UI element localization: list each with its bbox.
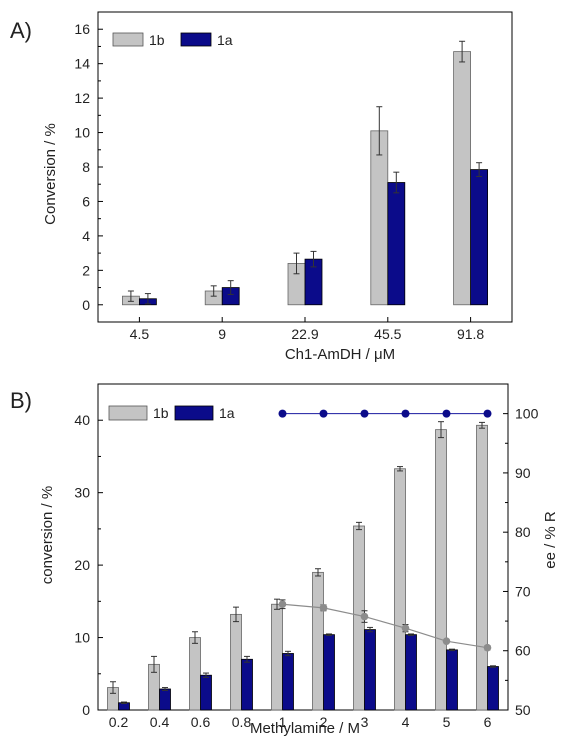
bar-1b-45.5 xyxy=(370,130,389,306)
x-tick-label: 0.4 xyxy=(150,714,170,730)
panel-b-y2-axis-label: ee / % R xyxy=(542,511,559,569)
bar-1a-3 xyxy=(364,629,376,711)
panel-a-legend: 1b 1a xyxy=(112,32,233,48)
panel-b-y2-ticks: 50 60 70 80 90 100 xyxy=(503,406,539,718)
bar-1a-1 xyxy=(282,653,294,711)
bar-1b-2 xyxy=(312,571,324,711)
y-tick-label: 10 xyxy=(74,630,90,646)
y-tick-label: 40 xyxy=(74,412,90,428)
y2-tick-label: 70 xyxy=(515,583,531,599)
ee-point-4 xyxy=(401,409,410,418)
panel-a-x-ticks: 4.5 9 22.9 45.5 91.8 xyxy=(130,317,484,342)
x-tick-label: 91.8 xyxy=(457,326,484,342)
bar-1a-2 xyxy=(323,634,335,711)
y-tick-label: 10 xyxy=(74,125,90,141)
y-tick-label: 4 xyxy=(82,228,90,244)
panel-b: B) 0 10 20 30 40 50 60 70 80 90 100 0.2 0.4 0.6 0.8 1… xyxy=(10,383,559,737)
legend-swatch-1a xyxy=(180,32,212,47)
panel-b-plot-frame xyxy=(97,383,509,711)
panel-a-y-ticks: 0 2 4 6 8 10 12 14 16 xyxy=(74,21,103,313)
x-tick-label: 2 xyxy=(320,714,328,730)
y2-tick-label: 100 xyxy=(515,406,539,422)
x-tick-label: 3 xyxy=(361,714,369,730)
x-tick-label: 1 xyxy=(279,714,287,730)
legend-label-1b: 1b xyxy=(153,405,169,421)
panel-b-x-ticks: 0.2 0.4 0.6 0.8 1 2 3 4 5 6 xyxy=(109,705,492,730)
panel-a-x-axis-label: Ch1-AmDH / μM xyxy=(285,346,395,363)
y-tick-label: 20 xyxy=(74,557,90,573)
x-tick-label: 9 xyxy=(218,326,226,342)
x-tick-label: 45.5 xyxy=(374,326,401,342)
legend-label-1b: 1b xyxy=(149,32,165,48)
bar-1a-5 xyxy=(446,649,458,711)
ee-point-1 xyxy=(278,409,287,418)
y-tick-label: 12 xyxy=(74,90,90,106)
bar-1b-0.8 xyxy=(230,613,242,711)
panel-b-y-ticks: 0 10 20 30 40 xyxy=(74,412,103,718)
conversion-trend-point-6 xyxy=(483,643,492,652)
panel-a-bars xyxy=(122,40,489,306)
x-tick-label: 4 xyxy=(402,714,410,730)
ee-point-6 xyxy=(483,409,492,418)
y-tick-label: 2 xyxy=(82,262,90,278)
panel-b-bars xyxy=(107,421,499,711)
panel-b-label: B) xyxy=(10,388,32,413)
conversion-trend-line xyxy=(282,603,488,649)
y-tick-label: 0 xyxy=(82,297,90,313)
legend-label-1a: 1a xyxy=(219,405,235,421)
x-tick-label: 22.9 xyxy=(291,326,318,342)
legend-label-1a: 1a xyxy=(217,32,233,48)
y-tick-label: 30 xyxy=(74,485,90,501)
panel-a: A) 0 2 4 6 8 10 12 14 16 4.5 9 22.9 45.5 91.8 Conver… xyxy=(10,11,513,363)
bar-1a-0.6 xyxy=(200,674,212,711)
y2-tick-label: 60 xyxy=(515,643,531,659)
bar-1a-91.8 xyxy=(470,169,489,306)
panel-b-lines xyxy=(278,409,492,652)
bar-1b-91.8 xyxy=(453,51,472,306)
conversion-trend-point-2 xyxy=(319,604,328,612)
panel-b-y-axis-label: conversion / % xyxy=(39,486,56,584)
ee-point-3 xyxy=(360,409,369,418)
ee-point-2 xyxy=(319,409,328,418)
panel-a-label: A) xyxy=(10,18,32,43)
y-tick-label: 14 xyxy=(74,56,90,72)
y2-tick-label: 80 xyxy=(515,524,531,540)
bar-1a-0.8 xyxy=(241,658,253,711)
panel-b-x-axis-label: Methylamine / M xyxy=(250,720,360,737)
y2-tick-label: 90 xyxy=(515,465,531,481)
x-tick-label: 0.6 xyxy=(191,714,211,730)
ee-point-5 xyxy=(442,409,451,418)
x-tick-label: 0.8 xyxy=(232,714,252,730)
x-tick-label: 4.5 xyxy=(130,326,150,342)
y2-tick-label: 50 xyxy=(515,702,531,718)
conversion-trend-point-4 xyxy=(401,624,410,632)
conversion-trend-point-3 xyxy=(360,612,369,621)
bar-1a-0.4 xyxy=(159,688,171,711)
bar-1b-0.6 xyxy=(189,637,201,711)
y-tick-label: 8 xyxy=(82,159,90,175)
x-tick-label: 0.2 xyxy=(109,714,129,730)
conversion-trend-point-5 xyxy=(442,637,451,645)
panel-a-y-axis-label: Conversion / % xyxy=(42,123,59,225)
panel-b-legend: 1b 1a xyxy=(108,405,235,421)
conversion-trend-point-1 xyxy=(278,600,287,609)
legend-swatch-1b xyxy=(108,405,148,421)
y-tick-label: 6 xyxy=(82,193,90,209)
y-tick-label: 16 xyxy=(74,21,90,37)
bar-1a-45.5 xyxy=(387,182,406,306)
legend-swatch-1a xyxy=(174,405,214,421)
bar-1a-6 xyxy=(487,666,499,711)
bar-1a-4 xyxy=(405,634,417,711)
legend-swatch-1b xyxy=(112,32,144,47)
bar-1b-5 xyxy=(435,429,447,711)
x-tick-label: 5 xyxy=(443,714,451,730)
bar-1b-4 xyxy=(394,468,406,711)
bar-1b-6 xyxy=(476,424,488,711)
x-tick-label: 6 xyxy=(484,714,492,730)
y-tick-label: 0 xyxy=(82,702,90,718)
bar-1b-1 xyxy=(271,603,283,711)
